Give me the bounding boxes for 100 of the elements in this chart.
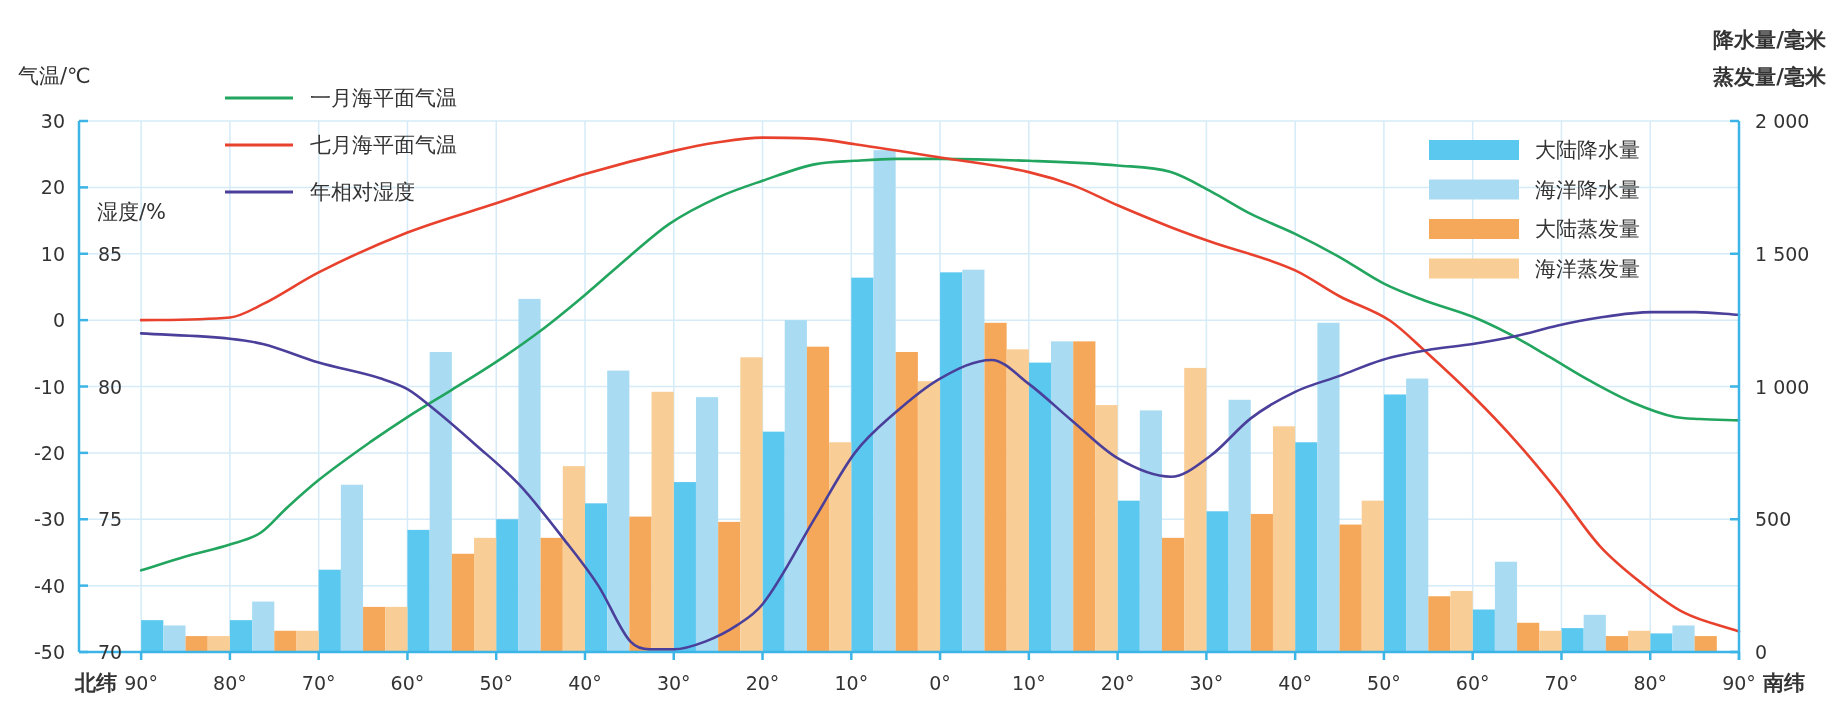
x-tick-label: 60°: [390, 672, 425, 694]
bar: [1139, 410, 1162, 652]
y-tick-label: -30: [33, 508, 65, 531]
bar: [252, 601, 275, 652]
y2-tick-label: 500: [1755, 508, 1792, 531]
x-tick-label: 70°: [1544, 672, 1579, 694]
y3-tick-label: 75: [98, 508, 123, 531]
bar: [1428, 596, 1451, 652]
text: 南纬: [1762, 671, 1805, 695]
x-tick-label: 20°: [745, 672, 780, 694]
bar: [917, 381, 941, 652]
bar: [474, 537, 497, 652]
bar: [1206, 511, 1229, 652]
bar: [1628, 630, 1651, 652]
bar: [518, 298, 541, 652]
x-tick-label: 80°: [213, 672, 247, 694]
x-tick-label: 10°: [1012, 672, 1046, 694]
bar: [629, 516, 652, 652]
bar: [451, 553, 475, 652]
bar: [762, 431, 785, 652]
bar: [1073, 341, 1096, 652]
y-tick-label: 20: [40, 176, 65, 199]
bar: [1028, 362, 1052, 652]
bar: [607, 370, 630, 652]
bar: [851, 277, 874, 652]
bar: [1361, 500, 1384, 652]
bar: [1383, 394, 1407, 652]
bar: [784, 320, 807, 652]
bar: [318, 569, 341, 652]
bar: [163, 625, 186, 652]
x-tick-label: 90°: [124, 672, 158, 694]
bar: [984, 322, 1007, 652]
bar: [1317, 322, 1340, 652]
y-tick-label: 0: [52, 309, 65, 332]
x-tick-label: 50°: [1367, 672, 1401, 694]
x-tick-label: 60°: [1455, 672, 1490, 694]
bar: [895, 351, 918, 652]
bar: [207, 636, 230, 652]
y-tick-label: -50: [33, 641, 65, 663]
y-tick-label: 30: [40, 110, 65, 132]
bar: [407, 529, 430, 652]
bar: [940, 272, 963, 652]
legend-label: 大陆降水量: [1535, 138, 1640, 162]
y2-tick-label: 1 500: [1755, 242, 1810, 265]
bar: [562, 466, 585, 652]
bar: [829, 442, 852, 652]
bar: [1250, 513, 1273, 652]
bar: [1184, 367, 1207, 652]
y-tick-label: -40: [33, 574, 65, 597]
bar: [1406, 378, 1429, 652]
bar: [1494, 561, 1518, 652]
bar: [718, 521, 741, 652]
x-tick-label: 40°: [568, 672, 602, 694]
x-tick-label: 90°: [1722, 672, 1756, 694]
y-tick-label: 10: [40, 242, 65, 265]
bar: [1095, 405, 1118, 652]
legend-label: 一月海平面气温: [310, 86, 457, 110]
bar: [185, 636, 208, 652]
x-tick-label: 10°: [834, 672, 869, 694]
y3-axis-title: 湿度/%: [97, 200, 167, 224]
y2-tick-label: 2 000: [1755, 110, 1810, 132]
bar: [1583, 614, 1606, 652]
bar: [1161, 537, 1185, 652]
bar: [1228, 399, 1251, 652]
x-tick-label: 50°: [479, 672, 514, 694]
bar: [385, 606, 408, 652]
x-tick-label: 20°: [1100, 672, 1135, 694]
y-tick-label: -20: [33, 441, 65, 464]
x-tick-label: 40°: [1278, 672, 1312, 694]
bar: [740, 357, 763, 652]
y3-tick-label: 80: [98, 375, 123, 398]
text: 北纬: [74, 671, 118, 695]
bar: [1539, 630, 1562, 652]
bar: [229, 620, 253, 652]
bar: [429, 351, 452, 652]
bar: [1672, 625, 1695, 652]
bar: [1694, 636, 1717, 652]
bar: [1339, 524, 1362, 652]
bar: [1295, 442, 1318, 652]
bar: [1472, 609, 1495, 652]
bar: [340, 484, 364, 652]
y3-tick-label: 85: [98, 242, 123, 265]
y-axis-title: 气温/℃: [18, 64, 91, 88]
bar: [1650, 633, 1673, 652]
x-tick-label: 80°: [1633, 672, 1668, 694]
bar: [673, 482, 696, 652]
bar: [695, 397, 719, 652]
bar: [496, 519, 519, 652]
bar: [1450, 590, 1473, 652]
y-tick-label: -10: [33, 375, 65, 398]
text: 蒸发量/毫米: [1712, 65, 1827, 89]
bar: [584, 503, 608, 652]
x-tick-label: 70°: [301, 672, 336, 694]
legend-label: 海洋降水量: [1535, 177, 1640, 202]
x-tick-label: 30°: [656, 672, 691, 694]
bar: [1051, 341, 1074, 652]
bar: [1117, 500, 1140, 652]
bar: [962, 269, 985, 652]
y2-axis-title: 降水量/毫米: [1713, 28, 1827, 52]
bar: [1006, 349, 1029, 652]
